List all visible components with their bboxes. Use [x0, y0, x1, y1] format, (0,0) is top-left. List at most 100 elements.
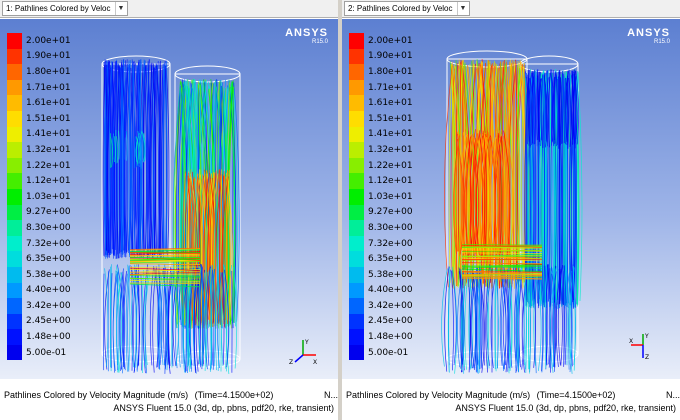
- color-scale-entry: 7.32e+00: [7, 235, 71, 252]
- color-scale-label: 1.48e+00: [368, 332, 413, 343]
- axis-label-x: X: [313, 359, 317, 366]
- color-scale-swatch: [7, 33, 22, 49]
- color-scale-label: 1.32e+01: [26, 144, 71, 155]
- color-scale-entry: 6.35e+00: [349, 251, 413, 267]
- color-scale-label: 1.48e+00: [26, 332, 71, 343]
- color-scale-swatch: [7, 282, 22, 299]
- color-scale-swatch: [349, 266, 364, 283]
- color-scale-label: 2.45e+00: [26, 316, 71, 327]
- graphics-footer: Pathlines Colored by Velocity Magnitude …: [0, 379, 338, 420]
- color-scale-swatch: [349, 173, 364, 189]
- color-scale-label: 1.03e+01: [368, 191, 413, 202]
- color-scale-label: 1.51e+01: [368, 113, 413, 124]
- color-scale-label: 1.12e+01: [368, 176, 413, 187]
- color-scale-swatch: [349, 33, 364, 49]
- color-scale-swatch: [349, 157, 364, 174]
- color-scale-entry: 1.22e+01: [349, 157, 413, 174]
- footer-title: Pathlines Colored by Velocity Magnitude …: [346, 390, 531, 400]
- color-scale-label: 1.61e+01: [368, 98, 413, 109]
- color-scale: 2.00e+01 1.90e+01 1.80e+01 1.71e+01 1.61e+01…: [349, 33, 413, 361]
- color-scale-swatch: [7, 95, 22, 111]
- graphics-footer: Pathlines Colored by Velocity Magnitude …: [342, 379, 680, 420]
- color-scale-swatch: [7, 142, 22, 158]
- color-scale-entry: 1.80e+01: [7, 64, 71, 80]
- footer-time: (Time=4.1500e+02): [194, 390, 274, 400]
- color-scale-label: 1.41e+01: [26, 129, 71, 140]
- window-selector-dropdown[interactable]: 1: Pathlines Colored by Veloc ▼: [2, 1, 128, 16]
- pathlines-scene: [441, 50, 583, 374]
- color-scale-label: 1.90e+01: [368, 51, 413, 62]
- color-scale-swatch: [349, 235, 364, 252]
- color-scale-swatch: [349, 110, 364, 127]
- color-scale-swatch: [7, 220, 22, 236]
- color-scale-label: 1.22e+01: [368, 160, 413, 171]
- window-selector-label: 1: Pathlines Colored by Veloc: [6, 4, 111, 13]
- footer-time: (Time=4.1500e+02): [536, 390, 616, 400]
- graphics-viewport[interactable]: 2.00e+01 1.90e+01 1.80e+01 1.71e+01 1.61e+01…: [0, 19, 338, 379]
- color-scale-swatch: [349, 220, 364, 236]
- color-scale-swatch: [7, 266, 22, 283]
- color-scale-entry: 5.38e+00: [349, 266, 413, 283]
- color-scale-label: 8.30e+00: [368, 222, 413, 233]
- ansys-logo: ANSYS R15.0: [627, 27, 670, 45]
- color-scale-entry: 1.80e+01: [349, 64, 413, 80]
- color-scale-swatch: [349, 48, 364, 65]
- pane-titlebar: 1: Pathlines Colored by Veloc ▼: [0, 0, 338, 18]
- color-scale-entry: 1.48e+00: [7, 329, 71, 345]
- color-scale-label: 1.32e+01: [368, 144, 413, 155]
- color-scale-swatch: [349, 329, 364, 345]
- axis-label-y: Y: [644, 333, 649, 340]
- color-scale-label: 6.35e+00: [368, 254, 413, 265]
- color-scale-entry: 1.03e+01: [349, 188, 413, 205]
- color-scale-swatch: [349, 298, 364, 314]
- color-scale-entry: 5.00e-01: [7, 344, 71, 361]
- chevron-down-icon[interactable]: ▼: [456, 2, 469, 15]
- color-scale-entry: 1.61e+01: [349, 95, 413, 111]
- color-scale-entry: 3.42e+00: [349, 298, 413, 314]
- pane-titlebar: 2: Pathlines Colored by Veloc ▼: [342, 0, 680, 18]
- color-scale-entry: 1.03e+01: [7, 188, 71, 205]
- color-scale-entry: 9.27e+00: [7, 204, 71, 221]
- color-scale-swatch: [7, 251, 22, 267]
- color-scale-label: 3.42e+00: [368, 300, 413, 311]
- color-scale-swatch: [7, 344, 22, 361]
- color-scale-label: 1.12e+01: [26, 176, 71, 187]
- color-scale-swatch: [7, 298, 22, 314]
- color-scale-entry: 1.90e+01: [349, 48, 413, 65]
- color-scale-entry: 2.00e+01: [349, 33, 413, 49]
- color-scale-swatch: [7, 235, 22, 252]
- graphics-pane-2: 2: Pathlines Colored by Veloc ▼ 2.00e+01…: [342, 0, 680, 420]
- color-scale-swatch: [349, 95, 364, 111]
- color-scale-swatch: [349, 188, 364, 205]
- chevron-down-icon[interactable]: ▼: [114, 2, 127, 15]
- color-scale-label: 9.27e+00: [368, 207, 413, 218]
- color-scale-swatch: [349, 204, 364, 221]
- color-scale-label: 1.41e+01: [368, 129, 413, 140]
- color-scale-label: 5.38e+00: [368, 269, 413, 280]
- color-scale-label: 5.00e-01: [368, 347, 409, 358]
- color-scale-label: 2.45e+00: [368, 316, 413, 327]
- graphics-viewport[interactable]: 2.00e+01 1.90e+01 1.80e+01 1.71e+01 1.61e+01…: [342, 19, 680, 379]
- color-scale-swatch: [7, 64, 22, 80]
- axis-label-z: Z: [289, 359, 293, 366]
- pathlines-scene: [101, 55, 241, 375]
- axis-label-z: Z: [645, 354, 649, 361]
- ansys-logo: ANSYS R15.0: [285, 27, 328, 45]
- color-scale-swatch: [7, 204, 22, 221]
- color-scale-swatch: [7, 126, 22, 143]
- color-scale-swatch: [7, 48, 22, 65]
- color-scale-label: 1.80e+01: [368, 66, 413, 77]
- color-scale-entry: 8.30e+00: [349, 220, 413, 236]
- color-scale-swatch: [349, 79, 364, 96]
- color-scale-entry: 2.45e+00: [7, 313, 71, 330]
- color-scale-label: 9.27e+00: [26, 207, 71, 218]
- window-selector-dropdown[interactable]: 2: Pathlines Colored by Veloc ▼: [344, 1, 470, 16]
- color-scale-entry: 1.61e+01: [7, 95, 71, 111]
- color-scale-entry: 4.40e+00: [7, 282, 71, 299]
- color-scale-label: 1.90e+01: [26, 51, 71, 62]
- axis-label-x: X: [629, 338, 633, 345]
- color-scale-swatch: [349, 251, 364, 267]
- color-scale-entry: 5.38e+00: [7, 266, 71, 283]
- color-scale-label: 1.51e+01: [26, 113, 71, 124]
